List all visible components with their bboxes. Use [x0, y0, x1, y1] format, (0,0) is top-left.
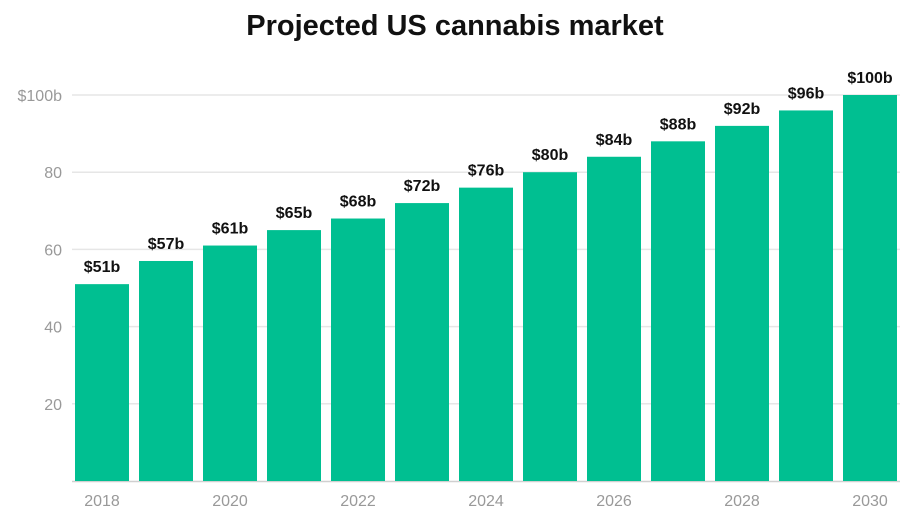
bar-2027	[651, 141, 705, 481]
bar-2020	[203, 245, 257, 481]
bar-2021	[267, 230, 321, 481]
bar-2024	[459, 187, 513, 481]
bar-2029	[779, 110, 833, 481]
y-tick-label: 60	[44, 242, 62, 259]
y-tick-label: 20	[44, 397, 62, 414]
y-tick-label: $100b	[18, 88, 63, 105]
bar-2025	[523, 172, 577, 481]
data-label: $65b	[276, 205, 313, 222]
bar-2028	[715, 125, 769, 481]
bar-2019	[139, 260, 193, 481]
y-tick-label: 80	[44, 165, 62, 182]
chart-title: Projected US cannabis market	[246, 10, 664, 42]
data-label: $76b	[468, 163, 505, 180]
y-tick-label: 40	[44, 320, 62, 337]
data-label: $72b	[404, 178, 441, 195]
data-label: $80b	[532, 147, 569, 164]
x-tick-label: 2026	[596, 493, 632, 510]
x-tick-label: 2024	[468, 493, 504, 510]
data-label: $57b	[148, 236, 185, 253]
bar-2022	[331, 218, 385, 481]
data-label: $96b	[788, 85, 825, 102]
bar-2018	[75, 284, 129, 481]
x-tick-label: 2020	[212, 493, 248, 510]
x-tick-label: 2030	[852, 493, 888, 510]
data-label: $88b	[660, 116, 697, 133]
bar-2023	[395, 203, 449, 481]
data-label: $68b	[340, 194, 377, 211]
data-label: $84b	[596, 132, 633, 149]
bar-2030	[843, 95, 897, 481]
data-label: $61b	[212, 221, 249, 238]
x-tick-label: 2018	[84, 493, 120, 510]
data-label: $51b	[84, 259, 121, 276]
bar-2026	[587, 156, 641, 481]
x-tick-label: 2022	[340, 493, 376, 510]
x-tick-label: 2028	[724, 493, 760, 510]
data-label: $100b	[847, 70, 893, 87]
data-label: $92b	[724, 101, 761, 118]
